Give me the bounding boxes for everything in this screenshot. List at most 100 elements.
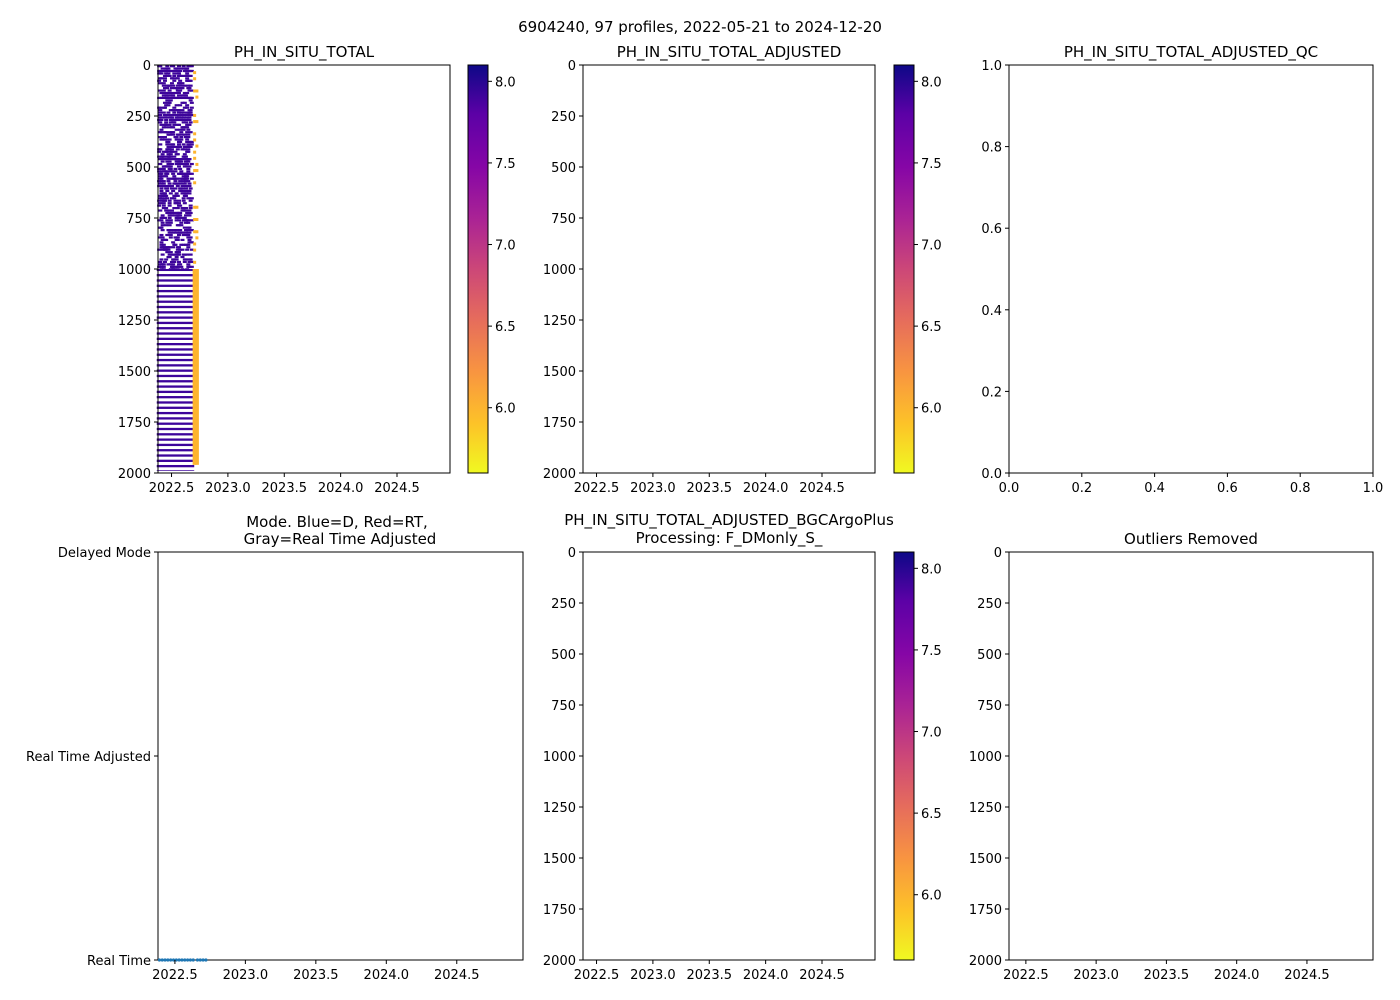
ph-adjusted-cbtick-label: 6.5	[921, 320, 942, 335]
ph-raw-profile-mark	[162, 87, 167, 90]
ph-raw-profile-mark	[176, 233, 181, 237]
ph-bgcargoplus-title-line1: PH_IN_SITU_TOTAL_ADJUSTED_BGCArgoPlus	[564, 511, 894, 530]
ph-raw-profile-mark	[171, 94, 176, 97]
ph-raw-profile-mark	[171, 241, 176, 244]
ph-raw-outlier-mark	[193, 89, 197, 93]
ph-raw-profile-mark	[165, 219, 170, 222]
ph-raw-profile-mark	[161, 84, 166, 87]
mode-point	[157, 958, 162, 962]
ph-raw-profile-mark	[186, 69, 191, 73]
ph-raw-profile-mark	[166, 72, 171, 75]
ph-raw-profile-mark	[169, 82, 174, 85]
ph-raw-profile-mark	[181, 187, 186, 190]
outliers-title: Outliers Removed	[1124, 530, 1258, 548]
ph-raw-profile-mark	[173, 199, 178, 202]
ph-raw-profile-mark	[158, 121, 163, 124]
ph-raw-profile-mark	[159, 91, 164, 95]
ph-raw-profile-mark	[186, 246, 191, 249]
ph-raw-profile-mark	[179, 172, 184, 175]
ph-raw-profile-mark	[186, 243, 191, 246]
ph-raw-profile-mark	[175, 84, 180, 87]
ph-raw-profile-mark	[181, 65, 186, 68]
ph-raw-profile-mark	[168, 121, 173, 124]
mode-point	[191, 958, 195, 962]
ph-adjusted-xtick-label: 2024.0	[743, 481, 789, 496]
ph-raw-profile-mark	[185, 165, 190, 168]
ph-raw-profile-mark	[162, 199, 167, 202]
ph-raw-profile-mark	[189, 96, 194, 100]
ph-raw-profile-mark	[160, 229, 165, 232]
ph-raw-profile-mark	[169, 162, 174, 166]
ph-raw-profile-mark	[179, 160, 184, 163]
ph-raw-profile-mark	[158, 82, 163, 85]
mode-ytick-label: Real Time Adjusted	[26, 750, 151, 765]
ph-bgcargoplus-ytick-label: 750	[551, 699, 576, 714]
ph-raw-ytick-label: 1250	[118, 314, 151, 329]
ph-raw-profile-gap	[156, 393, 195, 397]
ph-raw-outlier-mark	[193, 156, 197, 160]
ph-raw-profile-gap	[156, 355, 195, 359]
ph-raw-profile-mark	[171, 84, 176, 87]
ph-raw-profile-mark	[172, 72, 177, 75]
ph-raw-profile-mark	[178, 248, 183, 251]
ph-raw-profile-mark	[179, 224, 184, 227]
ph-raw-profile-mark	[182, 106, 187, 109]
ph-raw-profile-mark	[174, 162, 179, 166]
ph-raw-profile-mark	[167, 133, 172, 136]
ph-raw-profile-mark	[181, 233, 186, 237]
ph-raw-profile-mark	[169, 260, 174, 264]
ph-raw-profile-mark	[157, 118, 162, 122]
ph-raw-profile-mark	[181, 199, 186, 202]
ph-raw-profile-mark	[182, 101, 187, 104]
ph-raw-profile-mark	[181, 113, 186, 117]
ph-raw-profile-mark	[179, 187, 184, 190]
ph-raw-profile-mark	[164, 170, 169, 173]
ph-raw-profile-mark	[176, 224, 181, 227]
ph-raw-profile-mark	[162, 101, 167, 104]
ph-raw-profile-mark	[167, 211, 172, 215]
ph-raw-profile-mark	[181, 121, 186, 124]
ph-raw-profile-mark	[180, 248, 185, 251]
ph-raw-profile-mark	[181, 206, 186, 210]
ph-raw-profile-mark	[189, 140, 194, 144]
ph-raw-profile-mark	[174, 113, 179, 117]
ph-raw-outlier-mark	[195, 205, 199, 209]
ph-raw-profile-mark	[182, 91, 187, 95]
ph-raw-xtick-label: 2023.5	[262, 481, 308, 496]
ph-bgcargoplus-ytick-label: 2000	[543, 954, 576, 969]
ph-raw-profile-mark	[169, 209, 174, 212]
ph-raw-profile-mark	[162, 246, 167, 249]
ph-raw-profile-mark	[172, 106, 177, 109]
ph-raw-profile-mark	[185, 106, 190, 109]
ph-adjusted-colorbar-ticks: 6.0 6.5 7.0 7.5 8.0	[914, 75, 942, 417]
ph-raw-profile-mark	[178, 211, 183, 215]
ph-raw-profile-gap	[156, 324, 195, 328]
ph-raw-profile-mark	[172, 211, 177, 215]
ph-adjusted-ytick-label: 500	[551, 161, 576, 176]
ph-raw-profile-mark	[167, 182, 172, 185]
ph-raw-profile-mark	[180, 74, 185, 77]
outliers-xtick-label: 2023.5	[1144, 968, 1190, 983]
ph-raw-profile-mark	[175, 182, 180, 185]
mode-xtick-label: 2024.0	[364, 968, 410, 983]
ph-raw-profile-mark	[161, 150, 166, 153]
ph-raw-profile-mark	[183, 118, 188, 122]
mode-xtick-label: 2023.5	[293, 968, 339, 983]
ph-raw-profile-gap	[156, 345, 195, 349]
ph-raw-profile-mark	[179, 170, 184, 173]
ph-raw-profile-mark	[164, 104, 169, 107]
ph-raw-outlier-mark	[195, 120, 199, 124]
ph-raw-profile-mark	[176, 165, 181, 168]
ph-raw-profile-mark	[169, 116, 174, 119]
ph-raw-profile-mark	[179, 131, 184, 134]
ph-raw-profile-mark	[176, 94, 181, 97]
ph-raw-cbtick-label: 8.0	[495, 75, 516, 90]
ph-raw-profile-mark	[182, 148, 187, 151]
ph-raw-profile-mark	[178, 96, 183, 100]
ph-raw-profile-mark	[157, 204, 162, 207]
ph-raw-ytick-label: 0	[143, 59, 151, 74]
ph-raw-profile-mark	[173, 231, 178, 234]
ph-raw-profile-mark	[185, 91, 190, 95]
ph-raw-profile-mark	[186, 133, 191, 136]
ph-raw-profile-gap	[156, 313, 195, 317]
